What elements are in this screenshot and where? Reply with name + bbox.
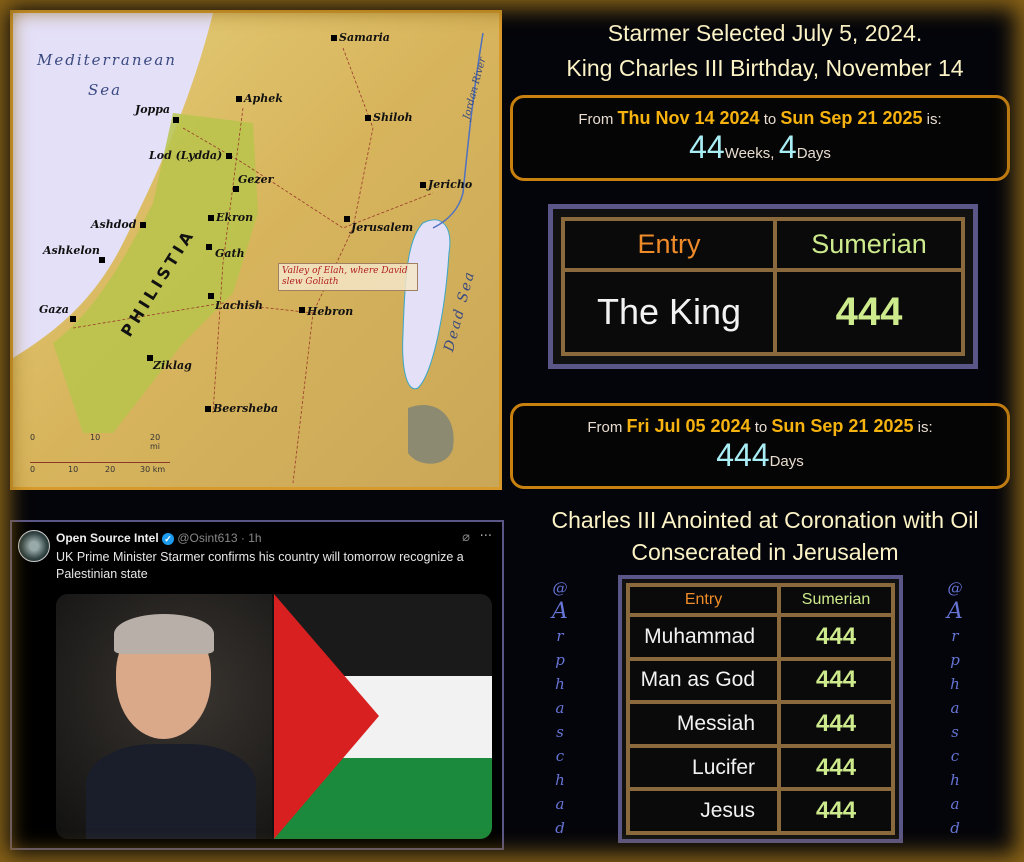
- city-label: Ekron: [216, 211, 254, 224]
- map-panel: Mediterranean Sea Dead Sea Jordan River …: [10, 10, 502, 490]
- tweet-media[interactable]: [56, 594, 492, 839]
- map-scale: 0 10 20 mi 0 10 20 30 km: [30, 433, 170, 474]
- value-cell: 444: [779, 702, 893, 746]
- value-cell: 444: [779, 614, 893, 659]
- header-line-2: King Charles III Birthday, November 14: [566, 55, 964, 81]
- city-label: Shiloh: [373, 111, 413, 124]
- gematria-table-2: Entry Sumerian Muhammad 444 Man as God 444 …: [618, 575, 903, 843]
- tweet-card[interactable]: Open Source Intel ✓ @Osint613 · 1h ⌀ ···…: [10, 520, 504, 850]
- value-cell: 444: [779, 658, 893, 703]
- map-callout: Valley of Elah, where David slew Goliath: [278, 263, 418, 291]
- sea-label: Sea: [88, 81, 123, 99]
- city-label: Jerusalem: [351, 221, 414, 234]
- city-label: Jericho: [428, 178, 473, 191]
- weeks-value: 44: [689, 129, 725, 165]
- entry-cell: Man as God: [628, 658, 780, 703]
- city-label: Gaza: [39, 303, 69, 316]
- city-label: Ashdod: [91, 218, 137, 231]
- start-date: Thu Nov 14 2024: [617, 108, 760, 128]
- tweet-header: Open Source Intel ✓ @Osint613 · 1h: [56, 531, 262, 545]
- city-label: Samaria: [339, 31, 390, 44]
- entry-cell: Jesus: [628, 789, 780, 833]
- header2-line-2: Consecrated in Jerusalem: [631, 539, 899, 565]
- gematria-table-1: Entry Sumerian The King 444: [548, 204, 978, 369]
- value-cell: 444: [779, 789, 893, 833]
- date-calc-box-2: From Fri Jul 05 2024 to Sun Sep 21 2025 …: [510, 403, 1010, 489]
- entry-cell: Muhammad: [628, 614, 780, 659]
- avatar[interactable]: [18, 530, 50, 562]
- end-date: Sun Sep 21 2025: [780, 108, 923, 128]
- start-date: Fri Jul 05 2024: [626, 416, 751, 436]
- city-label: Gath: [215, 247, 245, 260]
- days-value: 444: [716, 437, 770, 473]
- more-options-icon[interactable]: ···: [479, 529, 492, 544]
- author-handle: @Osint613 · 1h: [177, 531, 262, 545]
- city-label: Hebron: [307, 305, 354, 318]
- city-label: Lod (Lydda): [149, 149, 223, 162]
- tweet-text: UK Prime Minister Starmer confirms his c…: [56, 550, 464, 581]
- entry-cell: Messiah: [628, 702, 780, 746]
- header-line-1: Starmer Selected July 5, 2024.: [607, 20, 923, 46]
- city-label: Aphek: [244, 92, 283, 105]
- author-name[interactable]: Open Source Intel: [56, 531, 159, 545]
- map-graphic: [13, 13, 484, 484]
- value-cell: 444: [779, 745, 893, 790]
- city-label: Beersheba: [213, 402, 279, 415]
- city-label: Ashkelon: [43, 244, 100, 257]
- city-label: Joppa: [135, 103, 171, 116]
- header2-line-1: Charles III Anointed at Coronation with …: [551, 507, 979, 533]
- value-cell: 444: [775, 270, 963, 354]
- city-label: Ziklag: [153, 359, 192, 372]
- end-date: Sun Sep 21 2025: [771, 416, 914, 436]
- entry-cell: Lucifer: [628, 745, 780, 790]
- entry-cell: The King: [563, 270, 775, 354]
- verified-badge-icon: ✓: [162, 533, 175, 545]
- date-calc-box-1: From Thu Nov 14 2024 to Sun Sep 21 2025 …: [510, 95, 1010, 181]
- grok-icon[interactable]: ⌀: [462, 530, 470, 545]
- palestinian-flag: [274, 594, 492, 839]
- city-label: Gezer: [238, 173, 274, 186]
- person-photo: [56, 594, 272, 839]
- city-label: Lachish: [215, 299, 263, 312]
- days-value: 4: [778, 129, 797, 165]
- sea-label: Mediterranean: [37, 51, 177, 69]
